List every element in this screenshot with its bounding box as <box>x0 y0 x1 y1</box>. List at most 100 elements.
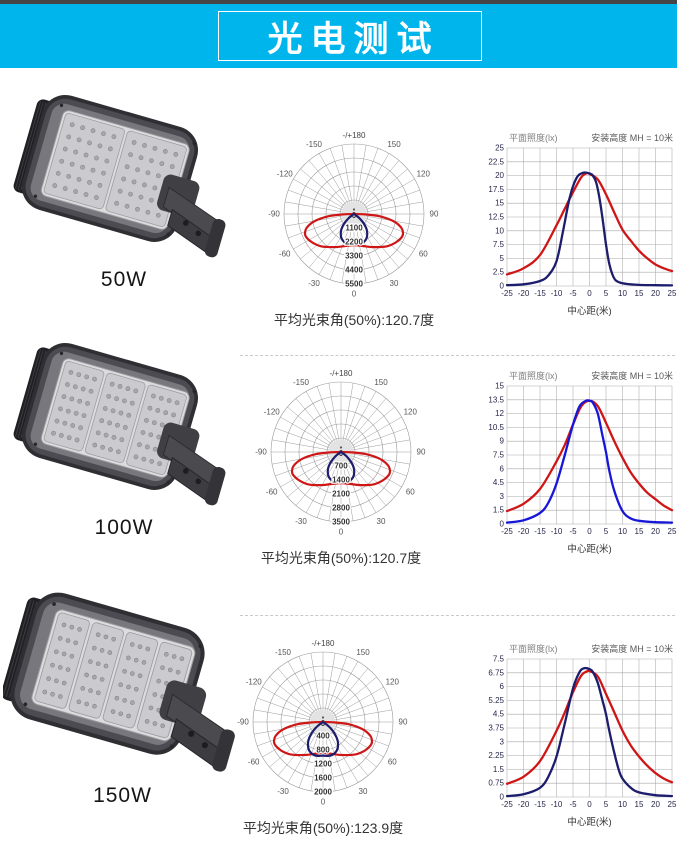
polar-distribution-chart-100w: 0 700 1400 2100 2800 3500 -150 150 -120 120 -90 90 -… <box>255 369 426 537</box>
svg-text:0: 0 <box>500 520 505 529</box>
illuminance-chart-cell-150w: 0 0.75 1.5 2.25 3 3.75 4.5 5.25 6 6.75 7.5 -25 -20 -1… <box>480 642 677 828</box>
svg-text:2.5: 2.5 <box>493 268 505 277</box>
svg-text:3: 3 <box>500 737 505 746</box>
svg-text:120: 120 <box>404 408 418 417</box>
svg-text:5: 5 <box>604 527 609 536</box>
svg-text:-60: -60 <box>248 758 260 767</box>
dashed-divider <box>240 355 675 356</box>
svg-text:平面照度(lx): 平面照度(lx) <box>509 132 558 143</box>
svg-text:-10: -10 <box>551 527 563 536</box>
svg-text:-15: -15 <box>534 527 546 536</box>
svg-text:平面照度(lx): 平面照度(lx) <box>509 643 558 654</box>
svg-text:60: 60 <box>419 250 428 259</box>
svg-text:700: 700 <box>334 462 348 471</box>
svg-text:-150: -150 <box>306 140 323 149</box>
svg-text:15: 15 <box>495 199 504 208</box>
svg-text:15: 15 <box>635 289 644 298</box>
svg-text:9: 9 <box>500 437 505 446</box>
svg-text:-20: -20 <box>518 289 530 298</box>
svg-text:中心距(米): 中心距(米) <box>567 305 611 317</box>
svg-text:1100: 1100 <box>345 224 363 233</box>
product-image-50w-street-light <box>13 94 226 258</box>
svg-text:3.75: 3.75 <box>488 724 504 733</box>
svg-text:-60: -60 <box>279 250 291 259</box>
svg-text:25: 25 <box>495 144 504 153</box>
svg-text:0: 0 <box>587 527 592 536</box>
svg-text:5: 5 <box>500 254 505 263</box>
product-image-150w-street-light <box>2 592 235 772</box>
svg-text:-90: -90 <box>268 210 280 219</box>
beam-angle-caption-150w: 平均光束角(50%):123.9度 <box>242 820 404 836</box>
svg-text:-10: -10 <box>551 289 563 298</box>
svg-text:0: 0 <box>321 798 326 807</box>
svg-text:-/+180: -/+180 <box>343 131 366 140</box>
illuminance-chart-50w: 0 2.5 5 7.5 10 12.5 15 17.5 20 22.5 25 -25 -20 -15 -10… <box>488 132 677 317</box>
product-wattage-label-150w: 150W <box>93 784 152 807</box>
svg-text:4.5: 4.5 <box>493 478 505 487</box>
beam-angle-caption-100w: 平均光束角(50%):120.7度 <box>260 550 422 566</box>
svg-text:-5: -5 <box>569 527 577 536</box>
svg-text:30: 30 <box>359 787 368 796</box>
svg-text:-30: -30 <box>277 787 289 796</box>
svg-text:-90: -90 <box>255 448 267 457</box>
svg-text:25: 25 <box>668 527 677 536</box>
svg-text:150: 150 <box>387 140 401 149</box>
svg-text:0: 0 <box>339 528 344 537</box>
product-cell-100w: 100W <box>4 336 244 540</box>
svg-text:-150: -150 <box>293 378 310 387</box>
svg-text:17.5: 17.5 <box>488 185 504 194</box>
dashed-divider <box>240 615 675 616</box>
svg-text:-120: -120 <box>246 678 263 687</box>
svg-text:1400: 1400 <box>332 476 350 485</box>
svg-text:800: 800 <box>316 746 330 755</box>
svg-text:1600: 1600 <box>314 774 332 783</box>
polar-chart-cell-50w: 0 1100 2200 3300 4400 5500 -150 150 -120 120 -90 90… <box>245 130 463 330</box>
svg-text:0: 0 <box>500 793 505 802</box>
svg-text:10: 10 <box>618 289 627 298</box>
svg-text:90: 90 <box>417 448 426 457</box>
illuminance-chart-cell-50w: 0 2.5 5 7.5 10 12.5 15 17.5 20 22.5 25 -25 -20 -15 -10… <box>480 131 677 317</box>
svg-text:120: 120 <box>386 678 400 687</box>
svg-text:30: 30 <box>390 279 399 288</box>
polar-distribution-chart-150w: 0 400 800 1200 1600 2000 -150 150 -120 120 -90 90 -6… <box>237 639 408 807</box>
svg-text:5: 5 <box>604 800 609 809</box>
svg-text:安装高度 MH = 10米: 安装高度 MH = 10米 <box>591 370 673 381</box>
svg-text:-30: -30 <box>295 517 307 526</box>
illuminance-chart-100w: 0 1.5 3 4.5 6 7.5 9 10.5 12 13.5 15 -25 -20 -15 -10 -5 0… <box>488 370 677 555</box>
svg-text:3300: 3300 <box>345 252 363 261</box>
svg-text:7.5: 7.5 <box>493 240 505 249</box>
svg-text:-15: -15 <box>534 800 546 809</box>
svg-text:10: 10 <box>618 527 627 536</box>
svg-text:5: 5 <box>604 289 609 298</box>
svg-text:-25: -25 <box>501 800 513 809</box>
svg-text:0: 0 <box>352 211 357 220</box>
svg-text:-20: -20 <box>518 800 530 809</box>
svg-text:安装高度 MH = 10米: 安装高度 MH = 10米 <box>591 132 673 143</box>
svg-text:12: 12 <box>495 409 504 418</box>
svg-text:2100: 2100 <box>332 490 350 499</box>
svg-text:-150: -150 <box>275 648 292 657</box>
product-cell-50w: 50W <box>4 88 244 292</box>
svg-text:5.25: 5.25 <box>488 696 504 705</box>
svg-text:20: 20 <box>651 527 660 536</box>
svg-text:3: 3 <box>500 492 505 501</box>
product-wattage-label-50w: 50W <box>100 268 148 291</box>
svg-text:15: 15 <box>495 382 504 391</box>
svg-text:25: 25 <box>668 289 677 298</box>
svg-text:0: 0 <box>587 800 592 809</box>
svg-text:10: 10 <box>618 800 627 809</box>
svg-text:2000: 2000 <box>314 788 332 797</box>
top-border-strip <box>0 0 677 4</box>
svg-text:-120: -120 <box>277 170 294 179</box>
svg-text:30: 30 <box>377 517 386 526</box>
svg-text:-90: -90 <box>237 718 249 727</box>
svg-text:60: 60 <box>388 758 397 767</box>
svg-text:120: 120 <box>417 170 431 179</box>
svg-text:0: 0 <box>500 282 505 291</box>
svg-text:150: 150 <box>356 648 370 657</box>
svg-text:90: 90 <box>399 718 408 727</box>
svg-text:中心距(米): 中心距(米) <box>567 543 611 555</box>
polar-chart-cell-150w: 0 400 800 1200 1600 2000 -150 150 -120 120 -90 90 -6… <box>214 638 432 838</box>
svg-text:15: 15 <box>635 527 644 536</box>
